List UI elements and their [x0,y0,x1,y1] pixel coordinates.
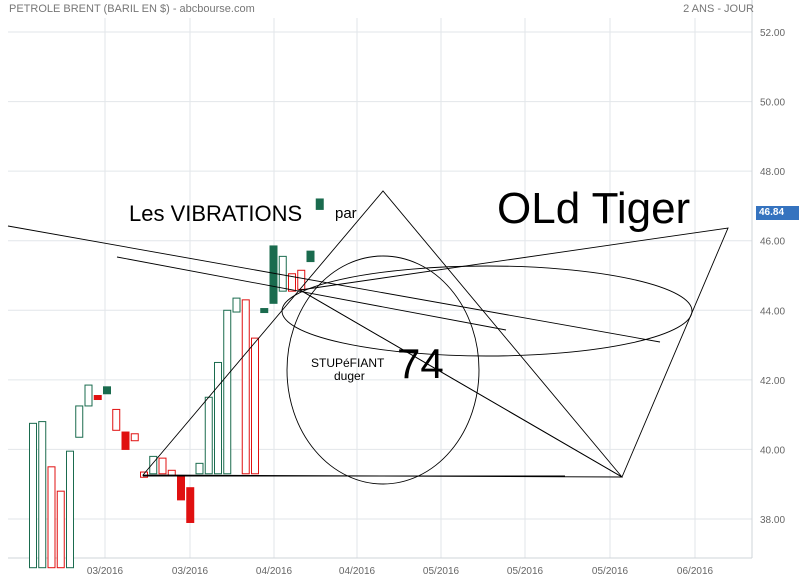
candle [121,431,130,450]
candle [306,250,315,263]
x-tick-label: 04/2016 [339,566,376,577]
chart-title: PETROLE BRENT (BARIL EN $) - abcbourse.c… [9,3,255,15]
candle [214,361,222,475]
drawing-layer [7,190,729,485]
annotation-duger: duger [334,369,365,383]
annotation-number: 74 [397,340,444,387]
y-tick-label: 38.00 [760,515,785,526]
x-tick-label: 05/2016 [507,566,544,577]
y-tick-label: 48.00 [760,167,785,178]
last-price-badge: 46.84 [756,206,799,220]
candle [260,308,269,314]
diagonal-line [299,289,623,478]
candle [177,475,185,501]
x-axis: 03/2016 03/2016 04/2016 04/2016 05/2016 05/20… [87,566,714,577]
y-axis: 52.00 50.00 48.00 46.00 44.00 42.00 40.00 38.00 [760,28,785,526]
trend-line-short [116,256,507,331]
candle [232,297,241,313]
candle [158,457,167,475]
chart-grid [8,0,753,559]
trend-line-long [7,225,661,343]
candle [278,255,287,292]
candle [84,384,93,407]
candle [288,273,296,292]
candle [103,386,111,395]
candle [47,466,56,569]
candles-layer [29,198,324,569]
x-tick-label: 04/2016 [256,566,293,577]
y-tick-label: 50.00 [760,98,785,109]
candle [38,421,47,569]
x-tick-label: 05/2016 [592,566,629,577]
candle [75,405,84,438]
candle [112,408,121,431]
annotation-par: par [335,205,357,222]
candle [269,245,278,304]
candle [195,462,204,475]
annotation-vibrations: Les VIBRATIONS [129,201,303,226]
annotation-author: OLd Tiger [497,184,691,233]
y-tick-label: 42.00 [760,376,785,387]
candle [297,269,306,290]
candle [204,396,213,475]
vertical-ellipse [286,255,480,485]
candle [241,299,250,475]
candle [29,422,37,569]
y-tick-label: 46.00 [760,237,785,248]
x-tick-label: 03/2016 [172,566,209,577]
y-tick-label: 40.00 [760,445,785,456]
candle [149,455,158,475]
candle [315,198,324,210]
candle [223,309,232,475]
x-tick-label: 03/2016 [87,566,124,577]
candle [56,490,65,569]
candle [93,395,102,401]
horizontal-ellipse [281,265,693,357]
chart-period: 2 ANS - JOUR [683,3,754,15]
x-tick-label: 05/2016 [423,566,460,577]
wedge-drawing [298,227,729,478]
candle [130,433,139,442]
x-tick-label: 06/2016 [677,566,714,577]
candle [66,450,74,569]
candle [186,487,195,523]
y-tick-label: 44.00 [760,306,785,317]
candle [251,337,259,475]
annotation-stupefiant: STUPéFIANT [311,356,385,370]
y-tick-label: 52.00 [760,28,785,39]
